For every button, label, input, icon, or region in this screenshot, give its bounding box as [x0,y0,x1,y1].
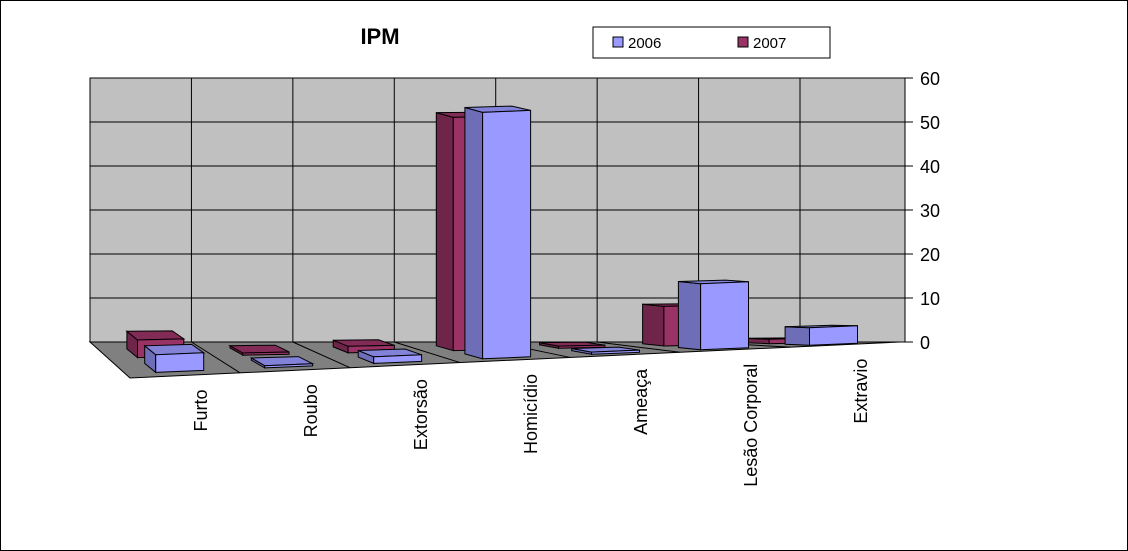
legend-swatch [737,36,749,48]
bar [784,324,858,346]
legend-label: 2007 [753,35,786,52]
bar [464,105,532,360]
x-tick-label: Extravio [851,359,871,424]
bar [571,346,640,355]
bar-side [784,326,810,346]
bar-front [242,351,290,356]
y-tick-label: 60 [920,69,940,89]
legend-box [592,26,831,59]
floor-divider [394,341,461,364]
x-tick-label: Roubo [301,384,321,437]
y-tick-label: 20 [920,245,940,265]
floor-divider [191,341,241,374]
bar [228,344,290,357]
bar-front [591,349,640,355]
y-tick-label: 10 [920,289,940,309]
bar-side [642,303,665,347]
bar-front [264,363,314,369]
x-tick-label: Ameaça [631,368,651,435]
x-tick-label: Extorsão [411,379,431,450]
bar [677,279,749,351]
y-tick-label: 40 [920,157,940,177]
y-tick-label: 30 [920,201,940,221]
legend-label: 2006 [628,35,661,52]
x-tick-label: Lesão Corporal [741,364,761,487]
x-tick-label: Furto [191,389,211,431]
bar [143,343,206,374]
bar-front [373,354,423,364]
floor-divider [597,341,681,353]
bar-front [482,109,532,360]
legend-swatch [612,36,624,48]
bar-side [435,111,454,352]
bar [357,348,423,365]
y-tick-label: 0 [920,333,930,353]
bar-front [700,281,749,351]
bar-side [464,106,484,360]
floor-divider [292,341,351,369]
x-tick-label: Homicídio [521,374,541,454]
bar-front [155,352,205,373]
chart-title: IPM [360,24,399,49]
bar [249,356,315,369]
bar-side [677,280,702,351]
y-tick-label: 50 [920,113,940,133]
bar-front [809,325,858,346]
